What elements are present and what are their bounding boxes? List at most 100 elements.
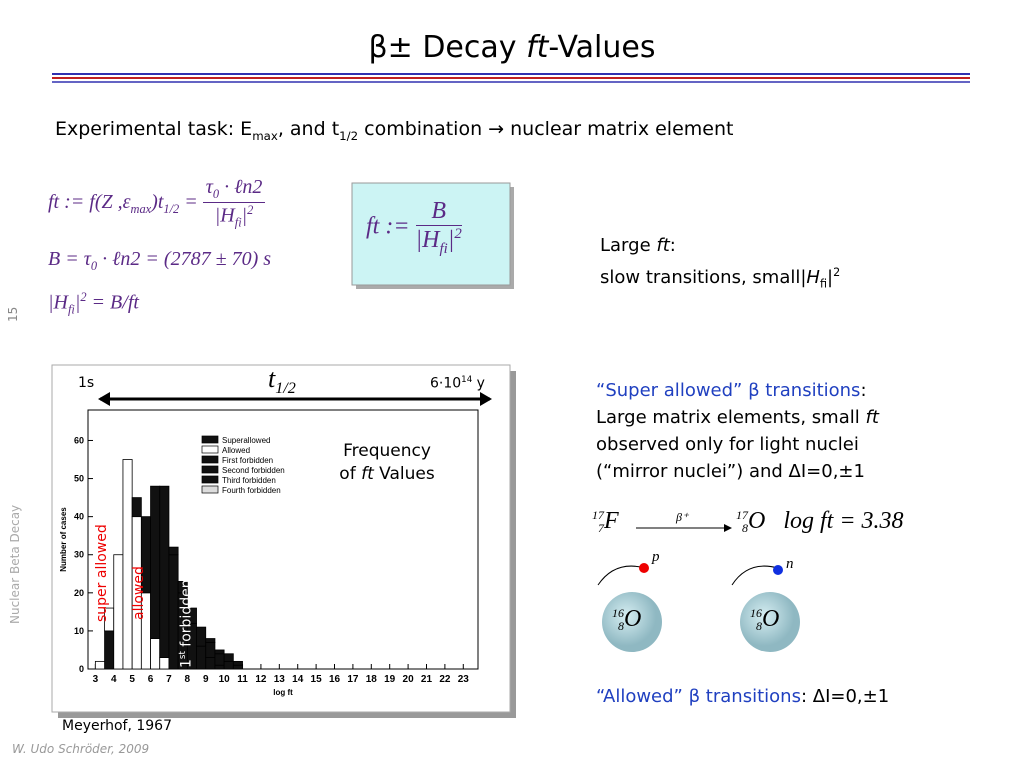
t: H xyxy=(806,267,820,288)
range-start: 1s xyxy=(78,375,95,391)
arrow-label: β⁺ xyxy=(676,510,689,524)
reaction: 17 7F xyxy=(592,508,619,535)
legend-swatch xyxy=(201,485,219,494)
sub: 1/2 xyxy=(339,128,359,143)
t: ± xyxy=(210,248,232,270)
t: = xyxy=(179,190,198,213)
x-tick-label: 10 xyxy=(219,674,231,685)
legend-label: Allowed xyxy=(222,446,250,455)
neutron xyxy=(773,565,783,575)
t: fi xyxy=(234,215,242,230)
text: combination → nuclear matrix element xyxy=(358,118,734,140)
label-first: 1st forbidden xyxy=(178,579,195,668)
fraction: B |Hfi|2 xyxy=(415,198,462,258)
t: 7 xyxy=(598,521,604,536)
t: 8 xyxy=(618,619,624,634)
bar xyxy=(177,580,188,594)
title-italic: ft xyxy=(526,30,549,65)
bar xyxy=(223,660,234,670)
bar xyxy=(232,664,243,670)
t: B = τ xyxy=(48,248,91,270)
caption: Frequency of ft Values xyxy=(322,440,452,486)
t: 2787 xyxy=(170,248,211,270)
den: |Hfi|2 xyxy=(203,203,266,231)
bar xyxy=(205,641,216,658)
y-tick-label: 20 xyxy=(74,588,84,598)
t: ) s xyxy=(251,248,272,270)
num: τ0 · ℓn2 xyxy=(202,176,266,203)
t: |H xyxy=(48,291,68,314)
orbit xyxy=(597,565,646,586)
bar xyxy=(159,485,170,658)
t: t xyxy=(268,364,276,393)
n-label: n xyxy=(786,556,794,572)
legend-label: First forbidden xyxy=(222,456,273,465)
x-tick-label: 4 xyxy=(111,674,117,685)
bar xyxy=(104,630,115,670)
t: Frequency xyxy=(343,441,431,461)
t: τ xyxy=(205,176,213,198)
x-tick-label: 12 xyxy=(255,674,267,685)
label-super: super allowed xyxy=(94,524,110,622)
t: 2 xyxy=(833,266,841,279)
legend-swatch xyxy=(201,475,219,484)
t: 0 xyxy=(90,259,98,273)
t: 70 xyxy=(231,248,252,270)
x-tick-label: 17 xyxy=(347,674,359,685)
y-tick-label: 0 xyxy=(79,664,84,674)
bar xyxy=(186,607,197,624)
t: slow transitions, small| xyxy=(600,267,807,288)
t: 2 xyxy=(454,226,462,242)
t: : xyxy=(669,235,676,256)
legend-label: Second forbidden xyxy=(222,466,285,475)
t: |H xyxy=(415,227,440,253)
y-axis-label: Number of cases xyxy=(59,507,68,572)
t: | xyxy=(447,227,455,253)
x-tick-label: 9 xyxy=(203,674,209,685)
iso: 17 8 xyxy=(736,509,748,535)
label-allowed: allowed xyxy=(131,566,147,620)
x-tick-label: 5 xyxy=(129,674,135,685)
x-tick-label: 14 xyxy=(292,674,304,685)
bar xyxy=(150,638,161,670)
x-tick-label: 15 xyxy=(311,674,323,685)
title-suffix: -Values xyxy=(548,30,656,65)
t: 1/2 xyxy=(275,380,296,398)
t: of xyxy=(339,464,362,484)
orbit xyxy=(731,565,779,586)
t: Large xyxy=(600,235,657,256)
t: 1/2 xyxy=(163,201,180,216)
x-tick-label: 11 xyxy=(237,674,248,685)
t: 16 xyxy=(750,606,762,621)
t: ft xyxy=(865,407,879,428)
legend-label: Superallowed xyxy=(222,436,270,445)
t: 8 xyxy=(756,619,762,634)
t: · ℓn2 = ( xyxy=(97,248,171,270)
box-formula: ft := B |Hfi|2 xyxy=(366,198,462,258)
t: observed only for light nuclei xyxy=(596,434,859,455)
t: 1 xyxy=(178,659,195,668)
sidebar: Nuclear Beta Decay xyxy=(8,504,22,624)
legend-swatch xyxy=(201,465,219,474)
bar xyxy=(214,649,225,655)
t: ft xyxy=(361,464,374,484)
x-tick-label: 18 xyxy=(366,674,378,685)
t: 17 xyxy=(736,508,748,523)
t: forbidden xyxy=(178,579,195,652)
t: | xyxy=(74,291,81,314)
x-tick-label: 19 xyxy=(384,674,396,685)
fraction: τ0 · ℓn2 |Hfi|2 xyxy=(202,176,266,231)
allowed: “Allowed” β transitions: ΔI=0,±1 xyxy=(596,686,889,707)
nucleus xyxy=(602,592,662,652)
bar xyxy=(196,626,207,647)
x-tick-label: 7 xyxy=(166,674,172,685)
x-tick-label: 13 xyxy=(274,674,286,685)
super-allowed: “Super allowed” β transitions: Large matr… xyxy=(596,377,879,485)
y-tick-label: 50 xyxy=(74,474,84,484)
range-end: 6·1014 y xyxy=(430,375,485,392)
den: |Hfi|2 xyxy=(416,226,462,258)
t: ft := xyxy=(366,213,410,240)
title-main: Decay xyxy=(412,30,527,65)
t: 3.38 xyxy=(861,508,904,534)
